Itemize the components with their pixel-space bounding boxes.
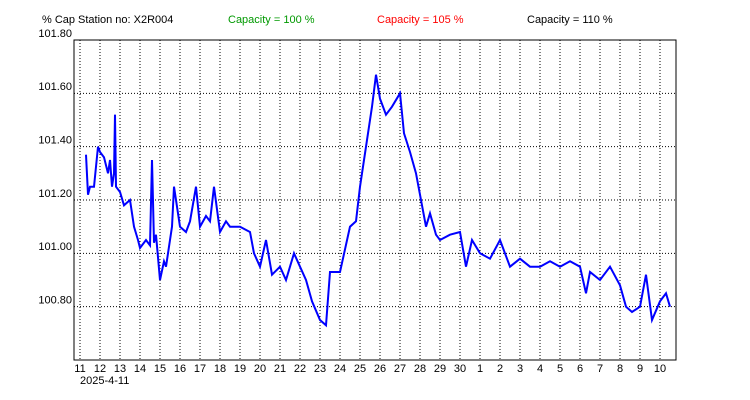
x-tick-label: 13: [114, 363, 126, 375]
capacity-label: Capacity = 105 %: [377, 14, 464, 26]
x-tick-label: 6: [577, 363, 583, 375]
x-tick-label: 20: [254, 363, 266, 375]
x-tick-label: 22: [294, 363, 306, 375]
x-tick-label: 3: [517, 363, 523, 375]
y-tick-label: 101.40: [38, 135, 72, 147]
x-tick-label: 9: [637, 363, 643, 375]
x-tick-label: 11: [74, 363, 85, 375]
x-tick-label: 25: [354, 363, 366, 375]
x-tick-label: 30: [454, 363, 466, 375]
y-tick-label: 101.60: [38, 81, 72, 93]
x-tick-label: 29: [434, 363, 446, 375]
y-tick-label: 101.00: [38, 241, 72, 253]
x-tick-label: 21: [274, 363, 286, 375]
x-tick-label: 14: [134, 363, 146, 375]
x-tick-label: 17: [194, 363, 206, 375]
capacity-label: Capacity = 100 %: [228, 14, 315, 26]
x-tick-label: 19: [234, 363, 246, 375]
x-tick-label: 10: [654, 363, 666, 375]
x-tick-label: 8: [617, 363, 623, 375]
y-tick-label: 101.80: [38, 28, 72, 40]
plot-border: [73, 39, 677, 361]
x-tick-label: 23: [314, 363, 326, 375]
x-tick-label: 2: [497, 363, 503, 375]
x-tick-label: 4: [537, 363, 543, 375]
y-tick-label: 100.80: [38, 295, 72, 307]
data-line: [85, 74, 671, 328]
x-tick-label: 15: [154, 363, 166, 375]
y-tick-label: 101.20: [38, 188, 72, 200]
x-tick-label: 27: [394, 363, 406, 375]
x-start-label: 2025-4-11: [80, 375, 129, 387]
x-tick-label: 26: [374, 363, 386, 375]
x-tick-label: 28: [414, 363, 426, 375]
x-tick-label: 5: [557, 363, 563, 375]
y-axis-label: % Cap: [42, 14, 75, 26]
x-tick-label: 12: [94, 363, 106, 375]
x-tick-label: 16: [174, 363, 186, 375]
x-tick-label: 18: [214, 363, 226, 375]
x-tick-label: 24: [334, 363, 346, 375]
x-tick-label: 1: [477, 363, 483, 375]
capacity-label: Capacity = 110 %: [527, 14, 613, 26]
station-label: Station no: X2R004: [78, 14, 173, 26]
x-tick-label: 7: [597, 363, 603, 375]
